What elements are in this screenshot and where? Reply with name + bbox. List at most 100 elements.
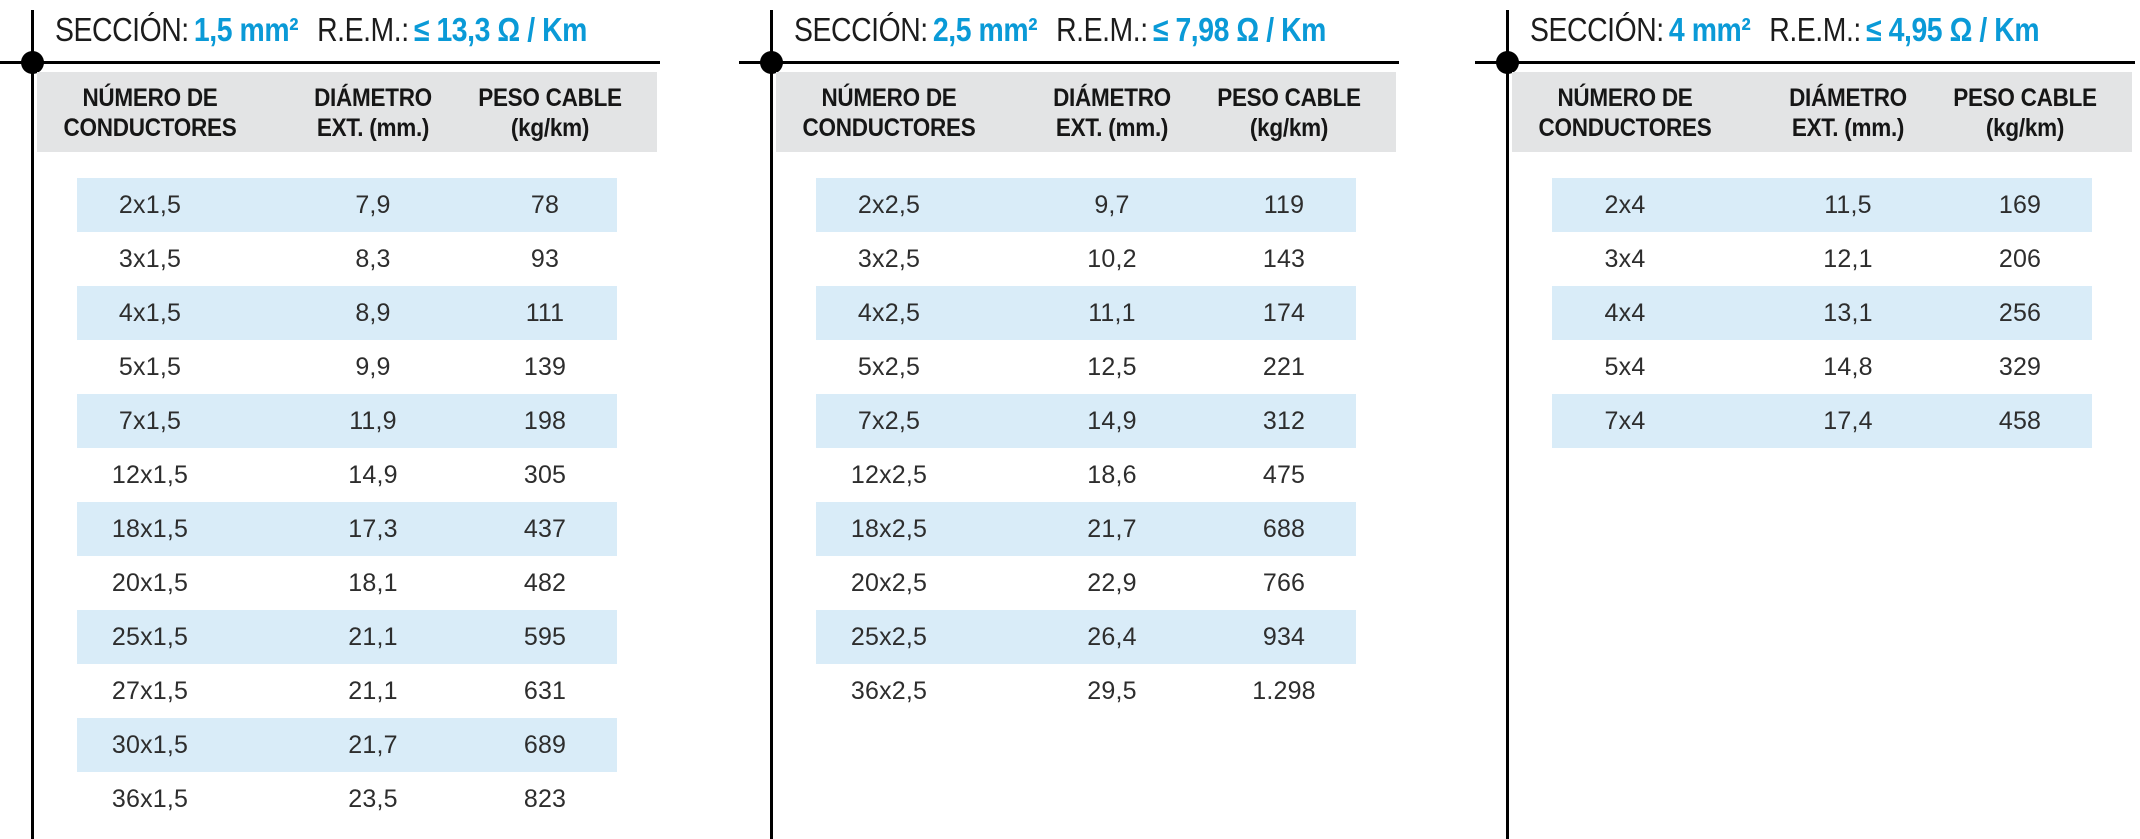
cell-conductors: 2x4 <box>1604 191 1646 219</box>
table-row: 3x4 12,1 206 <box>1552 232 2092 286</box>
section-title: SECCIÓN: 2,5 mm² R.E.M.: ≤ 7,98 Ω / Km <box>794 4 1326 56</box>
bullet-marker <box>1496 51 1519 74</box>
table-row: 7x4 17,4 458 <box>1552 394 2092 448</box>
cell-weight: 139 <box>523 353 567 381</box>
column-header-band <box>1512 72 2132 152</box>
cell-conductors: 12x1,5 <box>111 461 189 489</box>
cell-conductors: 3x4 <box>1604 245 1646 273</box>
rem-label: R.E.M.: <box>317 11 409 48</box>
cell-diameter: 14,9 <box>348 461 398 489</box>
table-row: 2x4 11,5 169 <box>1552 178 2092 232</box>
header-rule <box>0 61 660 64</box>
cell-diameter: 12,5 <box>1087 353 1137 381</box>
cell-conductors: 3x1,5 <box>118 245 182 273</box>
cell-diameter: 18,1 <box>348 569 398 597</box>
seccion-label: SECCIÓN: <box>794 11 928 48</box>
column-header-diameter: DIÁMETRO EXT. (mm.) <box>1749 83 1947 143</box>
section-title: SECCIÓN: 4 mm² R.E.M.: ≤ 4,95 Ω / Km <box>1530 4 2040 56</box>
cell-diameter: 11,5 <box>1824 191 1872 219</box>
cell-conductors: 3x2,5 <box>857 245 921 273</box>
cell-diameter: 11,1 <box>1088 299 1136 327</box>
table-row: 27x1,5 21,1 631 <box>77 664 617 718</box>
cell-diameter: 7,9 <box>355 191 391 219</box>
column-header-diameter: DIÁMETRO EXT. (mm.) <box>274 83 472 143</box>
cell-diameter: 21,1 <box>348 677 398 705</box>
table-row: 5x4 14,8 329 <box>1552 340 2092 394</box>
header-line: NÚMERO DE <box>821 84 957 112</box>
cell-weight: 475 <box>1262 461 1306 489</box>
column-header-band <box>37 72 657 152</box>
cell-conductors: 18x1,5 <box>111 515 189 543</box>
cell-conductors: 18x2,5 <box>850 515 928 543</box>
table-row: 5x2,5 12,5 221 <box>816 340 1356 394</box>
table-row: 30x1,5 21,7 689 <box>77 718 617 772</box>
cell-weight: 482 <box>523 569 567 597</box>
cell-diameter: 29,5 <box>1087 677 1137 705</box>
cell-conductors: 4x1,5 <box>118 299 182 327</box>
cell-weight: 458 <box>1998 407 2042 435</box>
cell-conductors: 2x2,5 <box>857 191 921 219</box>
cell-weight: 766 <box>1262 569 1306 597</box>
table-row: 5x1,5 9,9 139 <box>77 340 617 394</box>
cell-weight: 631 <box>523 677 567 705</box>
cell-diameter: 14,8 <box>1823 353 1873 381</box>
cell-conductors: 4x4 <box>1604 299 1646 327</box>
cell-weight: 688 <box>1262 515 1306 543</box>
table-row: 12x1,5 14,9 305 <box>77 448 617 502</box>
section-table-2_5mm: SECCIÓN: 2,5 mm² R.E.M.: ≤ 7,98 Ω / Km NÚME… <box>739 0 1452 839</box>
cell-diameter: 23,5 <box>348 785 398 813</box>
cell-diameter: 9,7 <box>1094 191 1130 219</box>
table-row: 7x2,5 14,9 312 <box>816 394 1356 448</box>
cell-conductors: 27x1,5 <box>111 677 189 705</box>
table-row: 20x1,5 18,1 482 <box>77 556 617 610</box>
rem-value: ≤ 13,3 Ω / Km <box>413 11 588 48</box>
cell-weight: 169 <box>1998 191 2042 219</box>
cell-conductors: 12x2,5 <box>850 461 928 489</box>
table-row: 4x4 13,1 256 <box>1552 286 2092 340</box>
table-row: 7x1,5 11,9 198 <box>77 394 617 448</box>
seccion-value: 1,5 mm² <box>193 11 299 48</box>
table-body: 2x2,5 9,7 119 3x2,5 10,2 143 4x2,5 11,1 174 5x2,5… <box>816 178 1356 718</box>
cell-conductors: 5x2,5 <box>857 353 921 381</box>
header-line: DIÁMETRO <box>314 84 432 112</box>
column-header-conductors: NÚMERO DE CONDUCTORES <box>787 83 990 143</box>
cell-diameter: 8,3 <box>355 245 391 273</box>
cell-conductors: 25x1,5 <box>111 623 189 651</box>
cell-conductors: 7x1,5 <box>118 407 182 435</box>
cell-diameter: 17,4 <box>1823 407 1873 435</box>
cell-weight: 143 <box>1262 245 1306 273</box>
header-line: CONDUCTORES <box>1538 114 1712 142</box>
seccion-value: 2,5 mm² <box>932 11 1038 48</box>
cell-weight: 119 <box>1263 191 1305 219</box>
cell-weight: 198 <box>523 407 567 435</box>
cell-diameter: 11,9 <box>349 407 397 435</box>
cell-weight: 221 <box>1262 353 1306 381</box>
seccion-value: 4 mm² <box>1668 11 1751 48</box>
column-header-weight: PESO CABLE (kg/km) <box>472 83 629 143</box>
table-row: 3x2,5 10,2 143 <box>816 232 1356 286</box>
cell-conductors: 25x2,5 <box>850 623 928 651</box>
table-row: 25x2,5 26,4 934 <box>816 610 1356 664</box>
cell-weight: 256 <box>1998 299 2042 327</box>
cell-weight: 1.298 <box>1252 677 1316 705</box>
cell-conductors: 30x1,5 <box>111 731 189 759</box>
cell-weight: 595 <box>523 623 567 651</box>
bullet-marker <box>21 51 44 74</box>
table-row: 36x1,5 23,5 823 <box>77 772 617 826</box>
cell-weight: 312 <box>1262 407 1306 435</box>
cell-conductors: 5x1,5 <box>118 353 182 381</box>
cell-diameter: 21,7 <box>1087 515 1137 543</box>
cell-weight: 174 <box>1262 299 1306 327</box>
cell-diameter: 13,1 <box>1823 299 1873 327</box>
header-line: PESO CABLE <box>1217 84 1361 112</box>
cell-weight: 823 <box>523 785 567 813</box>
cell-weight: 329 <box>1998 353 2042 381</box>
column-header-conductors: NÚMERO DE CONDUCTORES <box>48 83 251 143</box>
cell-diameter: 26,4 <box>1087 623 1137 651</box>
cell-conductors: 36x1,5 <box>111 785 189 813</box>
table-row: 3x1,5 8,3 93 <box>77 232 617 286</box>
column-header-conductors: NÚMERO DE CONDUCTORES <box>1523 83 1726 143</box>
rem-label: R.E.M.: <box>1769 11 1861 48</box>
cell-diameter: 8,9 <box>355 299 391 327</box>
header-rule <box>1475 61 2135 64</box>
